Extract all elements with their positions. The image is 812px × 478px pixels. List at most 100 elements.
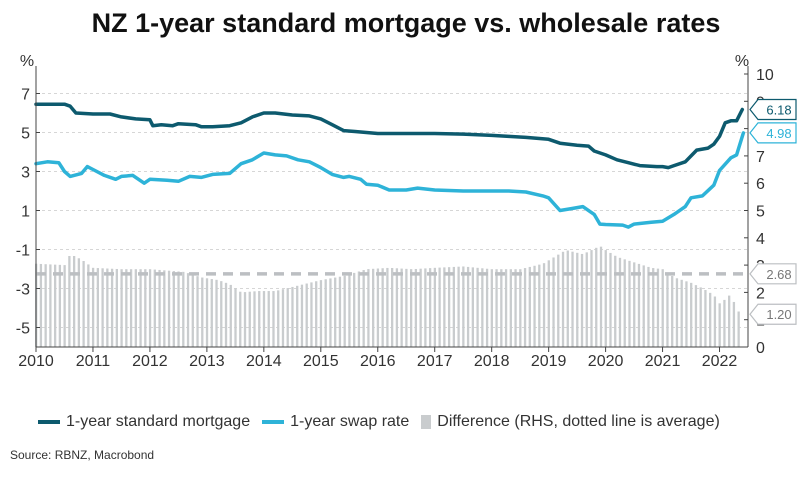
average-end-label: 2.68	[766, 267, 791, 282]
difference-bar	[72, 256, 76, 347]
difference-bar	[305, 283, 308, 347]
difference-bar	[704, 290, 707, 347]
difference-bar	[248, 291, 251, 347]
difference-bar	[386, 267, 389, 347]
axes: %%7531-1-3-51098765432102010201120122013…	[16, 53, 774, 370]
right-tick-label: 7	[756, 149, 765, 166]
difference-bar	[224, 282, 228, 347]
difference-bar	[281, 289, 285, 347]
difference-bar	[699, 287, 702, 347]
difference-bar	[447, 267, 451, 347]
difference-bar	[201, 277, 204, 347]
difference-bar	[580, 253, 584, 347]
difference-bar	[542, 263, 546, 347]
difference-bar	[462, 266, 465, 347]
difference-bar	[234, 288, 237, 347]
difference-bar	[348, 274, 351, 347]
difference-bar	[315, 281, 318, 347]
right-tick-label: 2	[756, 285, 765, 302]
difference-bar	[590, 250, 593, 347]
difference-bar	[504, 269, 508, 347]
difference-bar	[267, 291, 270, 347]
difference-bar	[272, 291, 275, 347]
difference-bar	[424, 268, 427, 347]
difference-bar	[291, 286, 294, 347]
difference-bar	[533, 265, 536, 347]
difference-bar	[367, 269, 370, 347]
difference-bar	[685, 281, 688, 347]
difference-bar	[329, 278, 332, 347]
difference-bar	[362, 270, 365, 347]
difference-bar	[666, 272, 669, 347]
difference-end-label-box	[749, 303, 797, 325]
difference-bar	[523, 268, 527, 347]
difference-bar	[91, 267, 95, 347]
legend-label-swap: 1-year swap rate	[290, 413, 410, 430]
difference-bar	[732, 301, 736, 347]
difference-bar	[680, 279, 683, 347]
difference-bar	[671, 276, 674, 347]
difference-bar	[623, 259, 626, 347]
x-tick-label: 2013	[189, 353, 225, 370]
difference-bar	[215, 279, 218, 347]
difference-bar	[262, 291, 266, 347]
legend-label-mortgage: 1-year standard mortgage	[66, 413, 251, 430]
difference-bar	[471, 267, 474, 347]
difference-bar	[381, 268, 384, 347]
difference-bar	[63, 265, 66, 347]
difference-bar	[595, 247, 598, 347]
x-tick-label: 2022	[702, 353, 738, 370]
difference-bar	[637, 263, 641, 347]
mortgage-end-label-box	[749, 98, 797, 121]
left-tick-label: -5	[16, 321, 30, 338]
difference-bar	[481, 268, 484, 347]
right-tick-label: 6	[756, 176, 765, 193]
legend-item-difference: Difference (RHS, dotted line is average)	[421, 413, 720, 431]
difference-end-label: 1.20	[766, 307, 791, 322]
difference-bar	[419, 268, 422, 347]
legend-item-swap: 1-year swap rate	[262, 413, 409, 431]
difference-bar	[438, 267, 441, 347]
difference-bar	[49, 264, 52, 347]
difference-bar	[229, 284, 232, 347]
difference-bar	[405, 268, 408, 347]
difference-bar	[243, 292, 247, 347]
legend-swatch-swap	[262, 420, 285, 424]
difference-bar	[258, 291, 261, 347]
left-tick-label: 3	[21, 165, 30, 182]
x-tick-label: 2021	[645, 353, 681, 370]
left-tick-label: 7	[21, 87, 30, 104]
difference-bar	[652, 268, 655, 347]
difference-bar	[476, 267, 479, 347]
difference-bar	[172, 271, 175, 347]
legend: 1-year standard mortgage 1-year swap rat…	[38, 413, 732, 431]
x-tick-label: 2019	[531, 353, 567, 370]
difference-bar	[400, 268, 403, 347]
difference-bar	[642, 265, 645, 347]
difference-bar	[338, 276, 342, 347]
difference-bar	[300, 284, 304, 347]
difference-bar	[158, 269, 161, 347]
difference-bar	[718, 303, 721, 347]
difference-bar	[647, 266, 650, 347]
difference-bar	[409, 269, 413, 347]
right-axis-unit: %	[735, 53, 749, 70]
chart-title: NZ 1-year standard mortgage vs. wholesal…	[91, 8, 721, 38]
difference-bar	[618, 257, 622, 347]
difference-bar	[44, 264, 47, 347]
difference-bar	[514, 269, 517, 347]
difference-bar	[661, 269, 664, 347]
difference-bar	[566, 250, 569, 347]
difference-bar	[205, 278, 209, 347]
difference-bar	[604, 250, 607, 347]
right-tick-label: 0	[756, 340, 765, 357]
difference-bar	[633, 262, 636, 347]
difference-bar	[334, 277, 337, 347]
difference-bar	[737, 311, 740, 347]
difference-bar	[53, 264, 57, 347]
difference-bar	[395, 268, 399, 347]
difference-bar	[519, 269, 522, 347]
series-lines	[34, 102, 746, 229]
difference-bar	[433, 267, 437, 347]
source-note: Source: RBNZ, Macrobond	[10, 448, 155, 462]
